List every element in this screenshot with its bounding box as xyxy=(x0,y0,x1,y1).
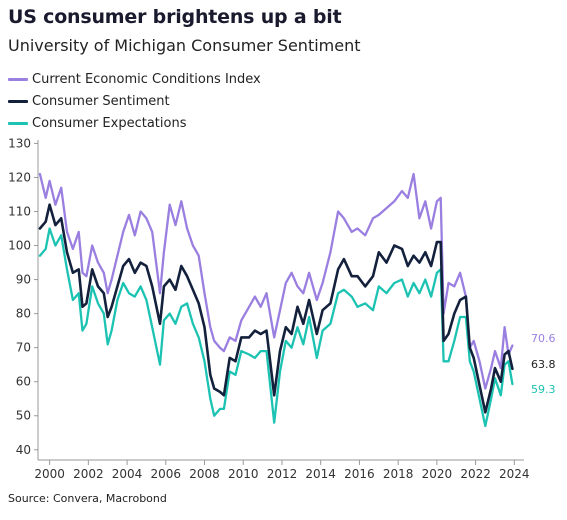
legend-item-sentiment: Consumer Sentiment xyxy=(8,90,261,112)
y-tick-label: 130 xyxy=(8,136,31,150)
x-tick-label: 2020 xyxy=(422,467,453,481)
y-tick-label: 50 xyxy=(16,409,31,423)
legend-swatch-expectations xyxy=(8,121,28,125)
x-tick-label: 2012 xyxy=(267,467,298,481)
x-tick-label: 2008 xyxy=(189,467,220,481)
x-tick-label: 2002 xyxy=(73,467,104,481)
x-tick-label: 2016 xyxy=(344,467,375,481)
x-tick-label: 2024 xyxy=(499,467,530,481)
legend-label-sentiment: Consumer Sentiment xyxy=(32,93,170,109)
x-tick-label: 2014 xyxy=(305,467,336,481)
y-tick-label: 40 xyxy=(16,443,31,457)
y-tick-label: 110 xyxy=(8,204,31,218)
x-tick-label: 2022 xyxy=(460,467,491,481)
legend-swatch-sentiment xyxy=(8,99,28,103)
series-line-current xyxy=(38,172,514,390)
x-tick-label: 2004 xyxy=(112,467,143,481)
chart-title: US consumer brightens up a bit xyxy=(8,6,342,28)
x-tick-label: 2010 xyxy=(228,467,259,481)
legend-item-expectations: Consumer Expectations xyxy=(8,112,261,134)
series-line-expectations xyxy=(38,227,514,428)
y-tick-label: 90 xyxy=(16,273,31,287)
series-line-sentiment xyxy=(38,203,514,414)
source-note: Source: Convera, Macrobond xyxy=(8,492,167,505)
legend-swatch-current xyxy=(8,77,28,81)
legend-label-current: Current Economic Conditions Index xyxy=(32,71,261,87)
x-tick-label: 2006 xyxy=(151,467,182,481)
legend-label-expectations: Consumer Expectations xyxy=(32,115,187,131)
x-tick-label: 2000 xyxy=(34,467,65,481)
legend-item-current: Current Economic Conditions Index xyxy=(8,68,261,90)
chart-subtitle: University of Michigan Consumer Sentimen… xyxy=(8,36,361,55)
y-tick-label: 100 xyxy=(8,239,31,253)
end-label-sentiment: 63.8 xyxy=(531,358,556,371)
legend: Current Economic Conditions Index Consum… xyxy=(8,68,261,134)
y-tick-label: 70 xyxy=(16,341,31,355)
y-tick-label: 120 xyxy=(8,170,31,184)
end-label-expectations: 59.3 xyxy=(531,383,556,396)
y-tick-label: 60 xyxy=(16,375,31,389)
x-tick-label: 2018 xyxy=(383,467,414,481)
y-tick-label: 80 xyxy=(16,307,31,321)
end-label-current: 70.6 xyxy=(531,332,556,345)
